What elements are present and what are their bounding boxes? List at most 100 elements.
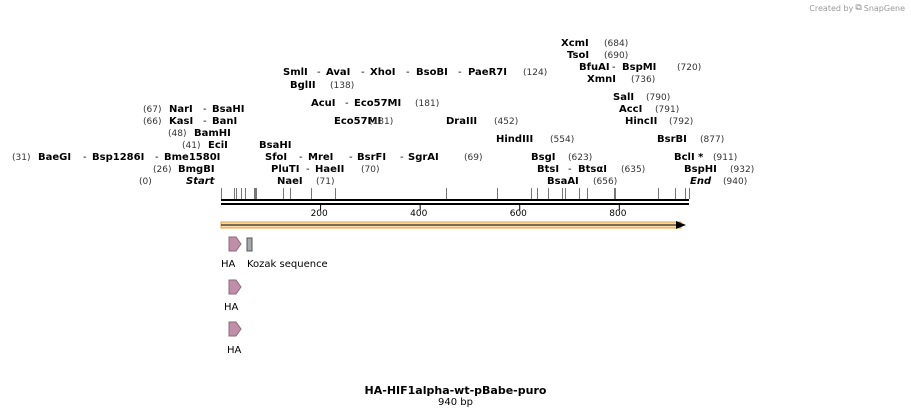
separator: - xyxy=(299,152,303,163)
site-label[interactable]: XcmI xyxy=(561,38,589,49)
site-label[interactable]: Bme1580I xyxy=(164,152,220,163)
site-pos: (635) xyxy=(621,165,645,175)
site-label[interactable]: BfuAI xyxy=(579,62,610,73)
separator: - xyxy=(349,152,353,163)
site-label[interactable]: KasI xyxy=(169,116,193,127)
ruler-tick-label: 400 xyxy=(410,209,427,219)
site-label[interactable]: BsrFI xyxy=(357,152,386,163)
feature-label: HA xyxy=(227,345,242,356)
site-label[interactable]: BsaAI xyxy=(547,176,579,187)
feature-label: Kozak sequence xyxy=(247,259,328,270)
ruler-tick-label: 200 xyxy=(311,209,328,219)
site-label[interactable]: BaeGI xyxy=(38,152,71,163)
site-label[interactable]: XmnI xyxy=(587,74,616,85)
separator: - xyxy=(306,164,310,175)
separator: - xyxy=(568,164,572,175)
credit-text: Created by xyxy=(809,3,854,13)
site-pos-end: (940) xyxy=(723,177,747,187)
feature-kozak[interactable]: Kozak sequence xyxy=(246,237,328,270)
separator: - xyxy=(361,67,365,78)
site-label[interactable]: PluTI xyxy=(271,164,299,175)
site-label[interactable]: PaeR7I xyxy=(468,67,507,78)
site-label[interactable]: AcuI xyxy=(311,98,336,109)
separator: - xyxy=(400,152,404,163)
separator: - xyxy=(345,98,349,109)
site-label[interactable]: BmgBI xyxy=(178,164,215,175)
site-label[interactable]: NaeI xyxy=(277,176,303,187)
site-pos: (792) xyxy=(669,117,693,127)
feature-ha-1[interactable]: HA xyxy=(221,236,242,270)
site-label[interactable]: BsoBI xyxy=(416,67,448,78)
site-label-start[interactable]: Start xyxy=(186,176,216,187)
site-pos: (911) xyxy=(713,153,737,163)
site-label[interactable]: XhoI xyxy=(370,67,395,78)
site-pos: (932) xyxy=(730,165,754,175)
site-label[interactable]: BspMI xyxy=(622,62,656,73)
site-label[interactable]: HindIII xyxy=(496,134,533,145)
ha-arrow-icon xyxy=(228,279,242,295)
site-pos: (181) xyxy=(369,117,393,127)
site-label[interactable]: BamHI xyxy=(194,128,231,139)
site-label-end[interactable]: End xyxy=(690,176,712,187)
snapgene-logo-icon: ⧉ xyxy=(855,3,862,13)
site-pos: (26) xyxy=(153,165,171,175)
separator: - xyxy=(612,62,616,73)
site-label[interactable]: SmlI xyxy=(283,67,308,78)
kozak-box-icon xyxy=(246,237,253,252)
site-pos: (736) xyxy=(631,75,655,85)
site-pos: (31) xyxy=(12,153,30,163)
site-pos: (124) xyxy=(523,68,547,78)
feature-ha-2[interactable]: HA xyxy=(224,279,242,313)
site-label[interactable]: BglII xyxy=(290,80,316,91)
backbone-bottom-strand xyxy=(221,203,689,205)
ha-arrow-icon xyxy=(228,321,242,337)
site-pos: (70) xyxy=(361,165,379,175)
site-label[interactable]: Bsp1286I xyxy=(92,152,144,163)
site-label[interactable]: BanI xyxy=(212,116,237,127)
site-label[interactable]: BtsI xyxy=(537,164,559,175)
site-label[interactable]: BsaHI xyxy=(259,140,291,151)
site-label[interactable]: HaeII xyxy=(315,164,344,175)
site-label[interactable]: BspHI xyxy=(684,164,717,175)
site-pos: (720) xyxy=(677,63,701,73)
site-label[interactable]: MreI xyxy=(308,152,333,163)
site-pos: (656) xyxy=(593,177,617,187)
site-pos: (452) xyxy=(494,117,518,127)
site-label[interactable]: EciI xyxy=(208,140,228,151)
site-pos: (690) xyxy=(604,51,628,61)
site-label[interactable]: Eco57MI xyxy=(354,98,401,109)
site-label[interactable]: Eco57MI xyxy=(334,116,381,127)
ruler-tick-label: 800 xyxy=(609,209,626,219)
site-label[interactable]: DraIII xyxy=(446,116,477,127)
feature-ha-3[interactable]: HA xyxy=(227,321,242,356)
site-label[interactable]: SalI xyxy=(613,92,634,103)
site-label[interactable]: SgrAI xyxy=(408,152,439,163)
site-label[interactable]: AccI xyxy=(619,104,642,115)
site-pos: (877) xyxy=(700,135,724,145)
site-pos: (67) xyxy=(143,105,161,115)
site-label[interactable]: SfoI xyxy=(265,152,287,163)
separator: - xyxy=(406,67,410,78)
feature-label: HA xyxy=(224,302,239,313)
separator: - xyxy=(203,116,207,127)
orf-arrow[interactable] xyxy=(220,221,686,229)
site-pos: (623) xyxy=(568,153,592,163)
site-label[interactable]: AvaI xyxy=(326,67,350,78)
separator: - xyxy=(458,67,462,78)
site-label[interactable]: BsaHI xyxy=(212,104,244,115)
enzyme-labels: (0) Start End (940) (26) BmgBI PluTI - H… xyxy=(12,38,754,187)
site-label[interactable]: BclI * xyxy=(674,152,704,163)
site-label[interactable]: TsoI xyxy=(567,50,589,61)
ha-arrow-icon xyxy=(228,236,242,252)
site-label[interactable]: BsrBI xyxy=(657,134,687,145)
site-label[interactable]: BtsαI xyxy=(578,164,607,175)
site-pos: (66) xyxy=(143,117,161,127)
site-label[interactable]: HincII xyxy=(625,116,657,127)
separator: - xyxy=(155,152,159,163)
site-label[interactable]: BsgI xyxy=(531,152,555,163)
site-pos: (790) xyxy=(646,93,670,103)
site-label[interactable]: NarI xyxy=(169,104,193,115)
site-pos: (71) xyxy=(316,177,334,187)
